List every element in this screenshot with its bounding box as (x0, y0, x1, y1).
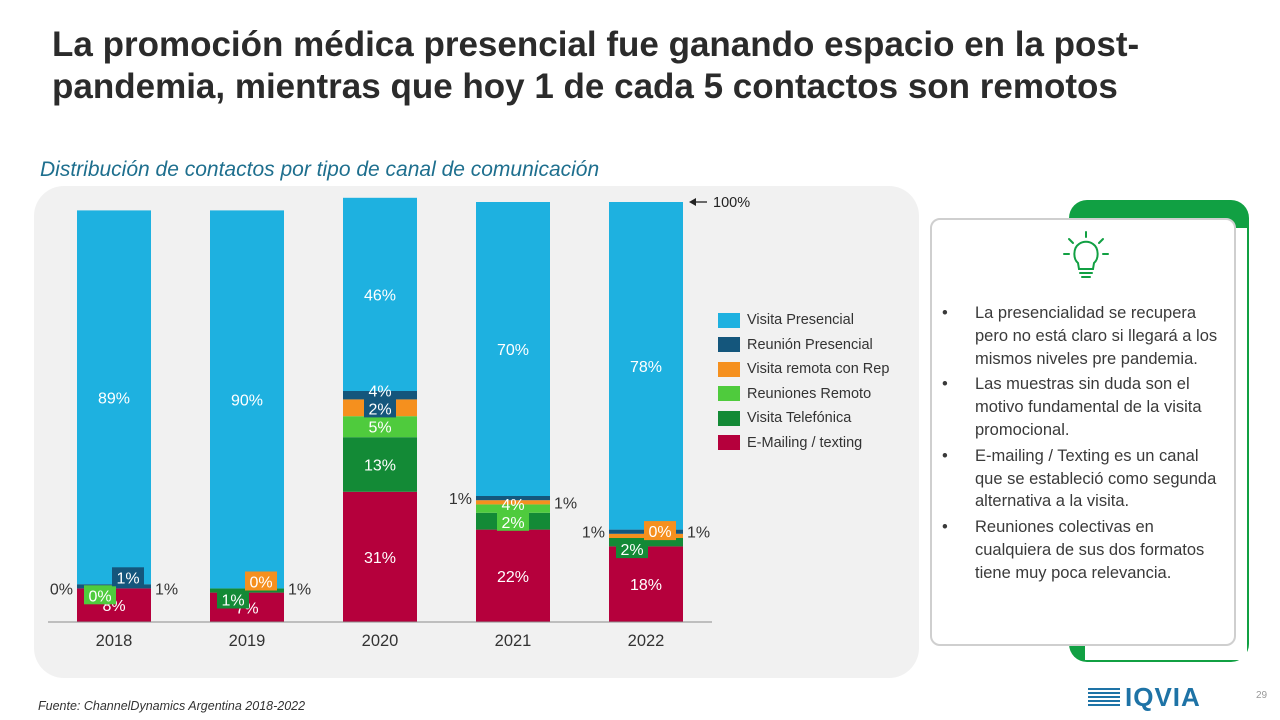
insight-bullet: La presencialidad se recupera pero no es… (942, 302, 1230, 370)
data-label-box (84, 585, 116, 605)
legend-label: Visita Telefónica (747, 410, 852, 427)
data-label: 46% (364, 287, 396, 304)
bar-segment (476, 202, 550, 496)
data-label: 13% (364, 458, 396, 475)
bar-segment (476, 504, 550, 513)
data-label: 2% (368, 401, 391, 418)
data-label-box (616, 539, 648, 559)
x-tick-label: 2022 (628, 632, 665, 650)
legend-swatch (718, 312, 740, 328)
legend-swatch (718, 361, 740, 377)
data-label: 2% (620, 542, 643, 559)
legend-swatch (718, 410, 740, 426)
data-label: 1% (288, 581, 311, 598)
chart-subtitle: Distribución de contactos por tipo de ca… (40, 158, 600, 181)
bar-segment (476, 529, 550, 622)
data-label: 90% (231, 392, 263, 409)
data-label: 1% (554, 495, 577, 512)
bar-segment (609, 546, 683, 622)
legend-item: Reuniones Remoto (718, 382, 889, 407)
bar-segment (210, 210, 284, 589)
data-label: 0% (88, 588, 111, 605)
data-label: 1% (687, 525, 710, 542)
bar-segment (343, 197, 417, 391)
legend-item: Visita Telefónica (718, 406, 889, 431)
data-label: 78% (630, 359, 662, 376)
x-tick-label: 2020 (362, 632, 399, 650)
insight-bullet: Reuniones colectivas en cualquiera de su… (942, 516, 1230, 584)
data-label-box (112, 567, 144, 587)
bar-segment (609, 202, 683, 530)
legend-swatch (718, 435, 740, 451)
insight-bullets: La presencialidad se recupera pero no es… (942, 302, 1230, 588)
data-label: 70% (497, 342, 529, 359)
data-label: 5% (368, 420, 391, 437)
data-label: 22% (497, 569, 529, 586)
data-label: 1% (449, 491, 472, 508)
data-label: 18% (630, 577, 662, 594)
legend-swatch (718, 337, 740, 353)
legend-swatch (718, 386, 740, 402)
bar-segment (476, 500, 550, 505)
bar-segment (343, 437, 417, 492)
data-label: 2% (501, 515, 524, 532)
logo-lines-icon (1088, 688, 1120, 706)
data-label-box (245, 571, 277, 591)
insight-bullet: Las muestras sin duda son el motivo fund… (942, 373, 1230, 441)
data-label: 4% (501, 497, 524, 514)
legend-label: Reunión Presencial (747, 336, 873, 353)
data-label: 1% (155, 581, 178, 598)
data-label: 1% (582, 525, 605, 542)
data-label: 4% (368, 383, 391, 400)
source-note: Fuente: ChannelDynamics Argentina 2018-2… (38, 699, 306, 713)
data-label: 89% (98, 390, 130, 407)
legend-label: Reuniones Remoto (747, 385, 872, 402)
data-label-box (644, 521, 676, 541)
data-label: 0% (648, 524, 671, 541)
x-tick-label: 2019 (229, 632, 266, 650)
page-number: 29 (1256, 690, 1268, 701)
bar-segment (343, 491, 417, 622)
legend-item: Reunión Presencial (718, 333, 889, 358)
insight-bullet: E-mailing / Texting es un canal que se e… (942, 445, 1230, 513)
x-tick-label: 2018 (96, 632, 133, 650)
total-arrow-head (689, 198, 696, 206)
bar-segment (476, 496, 550, 501)
iqvia-logo: IQVIA (1088, 684, 1201, 710)
legend-label: Visita remota con Rep (747, 361, 890, 378)
data-label-box (217, 589, 249, 609)
legend-item: Visita Presencial (718, 308, 889, 333)
slide-title: La promoción médica presencial fue ganan… (52, 25, 1140, 106)
bar-segment (343, 391, 417, 400)
logo-text: IQVIA (1125, 682, 1201, 712)
legend-item: E-Mailing / texting (718, 431, 889, 456)
lightbulb-icon (1063, 231, 1109, 278)
legend-label: E-Mailing / texting (747, 434, 863, 451)
x-tick-label: 2021 (495, 632, 532, 650)
data-label: 31% (364, 550, 396, 567)
data-label: 1% (116, 570, 139, 587)
bar-segment (343, 416, 417, 438)
data-label: 0% (249, 575, 272, 592)
data-label-box (497, 511, 529, 531)
chart-legend: Visita Presencial Reunión Presencial Visit… (718, 308, 889, 455)
legend-label: Visita Presencial (747, 312, 854, 329)
data-label: 0% (50, 581, 73, 598)
legend-item: Visita remota con Rep (718, 357, 889, 382)
data-label: 1% (221, 593, 244, 610)
total-label: 100% (713, 195, 750, 211)
data-label-box (364, 398, 396, 418)
bar-segment (77, 210, 151, 585)
